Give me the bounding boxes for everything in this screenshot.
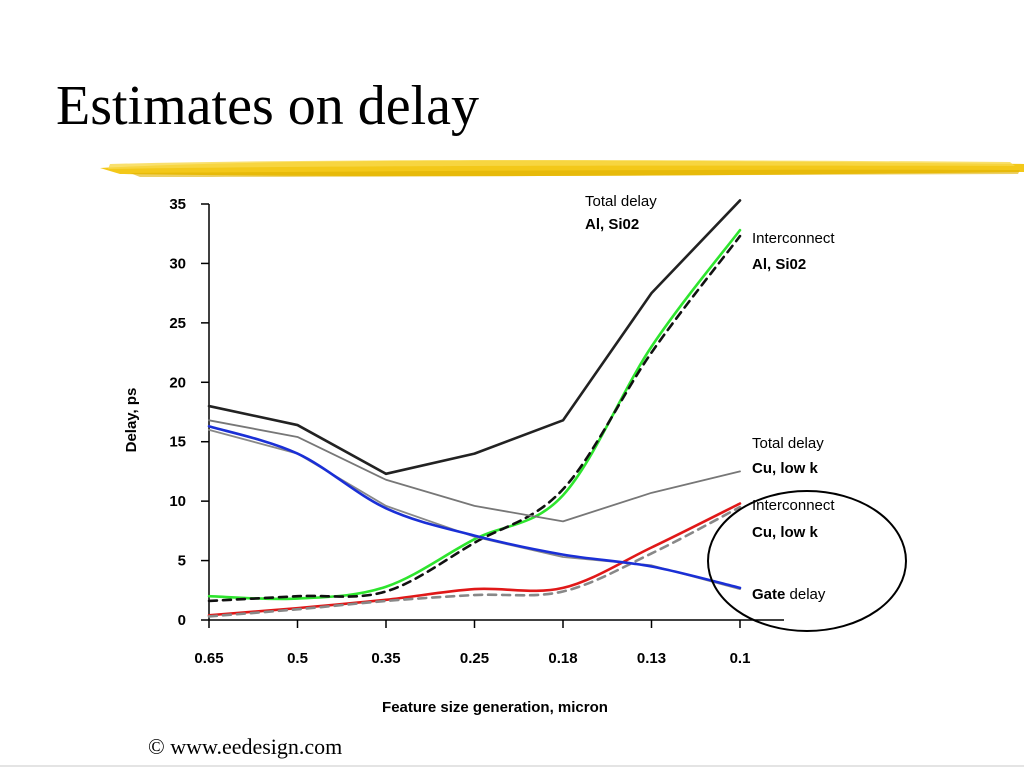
x-tick-label: 0.18 (548, 650, 577, 667)
y-tick-label: 20 (169, 374, 186, 391)
y-tick-label: 30 (169, 255, 186, 272)
series-line-7 (207, 424, 742, 590)
copyright-footer: © www.eedesign.com (148, 734, 343, 759)
highlight-ellipse (707, 490, 907, 632)
x-tick-label: 0.5 (287, 650, 308, 667)
annotation-gate-rest: delay (785, 586, 826, 603)
series-line-2 (207, 234, 742, 603)
highlighter-stroke (100, 159, 1024, 177)
series-line-1 (207, 228, 742, 601)
annotation-gate-bold: Gate (752, 586, 785, 603)
y-tick-label: 15 (169, 434, 186, 451)
y-tick-label: 10 (169, 493, 186, 510)
series-line-5 (207, 505, 742, 618)
annotation-interconnect-cu-line1: Interconnect (752, 497, 835, 514)
annotation-gate-delay: Gate delay (752, 586, 826, 603)
y-axis-title: Delay, ps (123, 388, 140, 453)
slide-title: Estimates on delay (56, 75, 480, 137)
series-layer (207, 199, 742, 618)
x-tick-label: 0.25 (460, 650, 489, 667)
x-tick-label: 0.35 (371, 650, 400, 667)
annotation-total-al-line2: Al, Si02 (585, 216, 639, 233)
annotation-total-al-line1: Total delay (585, 193, 657, 210)
annotation-interconnect-cu-line2: Cu, low k (752, 524, 818, 541)
y-tick-label: 35 (169, 196, 186, 213)
x-tick-label: 0.1 (730, 650, 751, 667)
annotation-interconnect-al-line2: Al, Si02 (752, 256, 806, 273)
y-tick-label: 5 (178, 553, 186, 570)
x-tick-label: 0.65 (194, 650, 223, 667)
annotation-total-cu-line1: Total delay (752, 435, 824, 452)
series-line-3 (208, 419, 741, 523)
x-axis-title: Feature size generation, micron (382, 699, 608, 716)
annotation-interconnect-al-line1: Interconnect (752, 230, 835, 247)
series-line-0 (207, 199, 742, 476)
footer-divider (0, 765, 1024, 767)
axes: 0 5 10 15 20 25 30 35 0.65 0.5 0.35 0.25 0.18 0.13 0.1 (169, 196, 784, 667)
x-tick-label: 0.13 (637, 650, 666, 667)
y-tick-label: 0 (178, 612, 186, 629)
annotation-total-cu-line2: Cu, low k (752, 460, 818, 477)
y-tick-label: 25 (169, 315, 186, 332)
